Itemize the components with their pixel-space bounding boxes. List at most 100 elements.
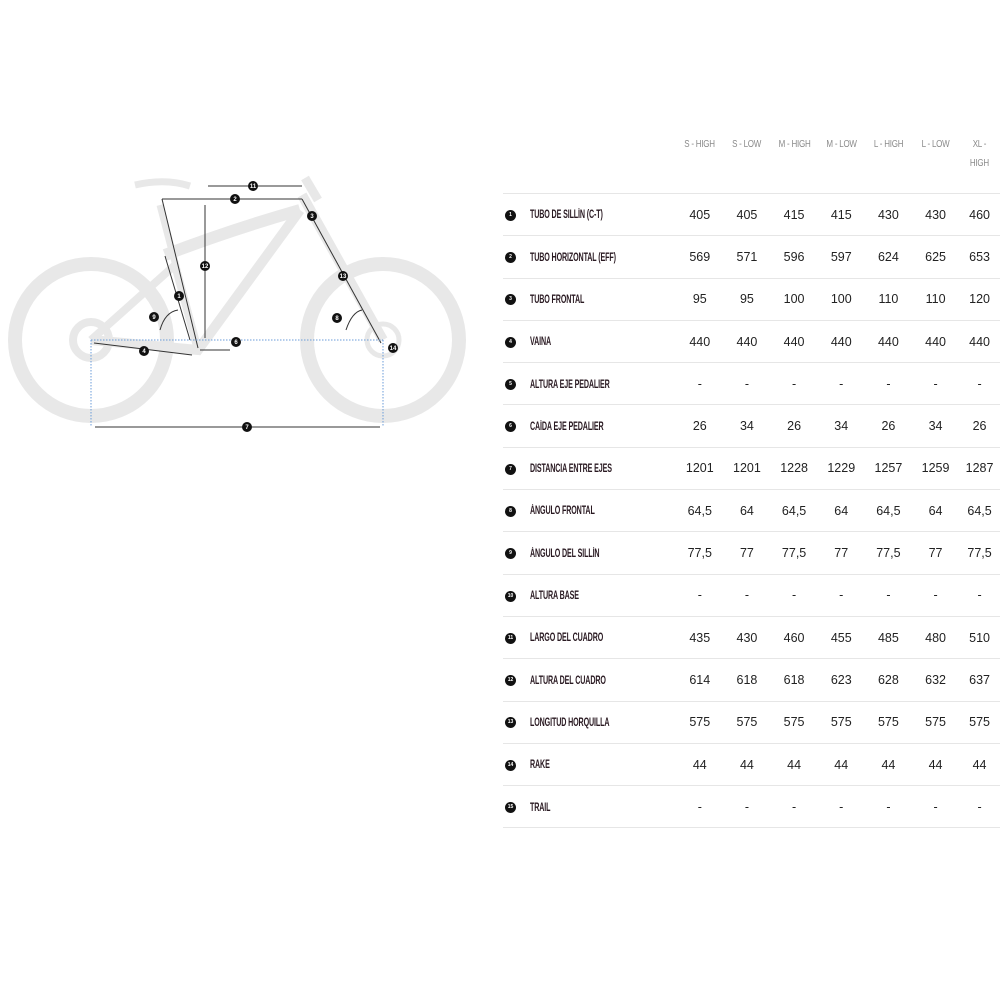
- value-cell: 77,5: [959, 531, 1000, 575]
- row-label: TUBO DE SILLÍN (C-T): [530, 209, 603, 222]
- value-cell: 120: [959, 277, 1000, 321]
- value-cell: 100: [817, 277, 865, 321]
- row-label-cell: 4 VAINA: [503, 319, 677, 363]
- value-cell: -: [723, 785, 771, 829]
- row-label-cell: 15 TRAIL: [503, 785, 677, 829]
- column-header: S - HIGH: [684, 139, 716, 150]
- value-cell: -: [723, 362, 771, 405]
- table-row: 3 TUBO FRONTAL 95 95 100 100 110 110 120: [503, 277, 1000, 321]
- value-cell: 100: [770, 277, 818, 321]
- value-cell: 1259: [911, 446, 960, 490]
- row-label-cell: 5 ALTURA EJE PEDALIER: [503, 362, 677, 405]
- row-label-cell: 9 ÁNGULO DEL SILLÍN: [503, 531, 677, 575]
- value-cell: 430: [911, 192, 960, 236]
- value-cell: 34: [911, 404, 960, 448]
- svg-text:11: 11: [250, 184, 257, 190]
- row-number-badge: 3: [505, 294, 516, 306]
- value-cell: 575: [817, 700, 865, 744]
- row-label: TRAIL: [530, 801, 551, 814]
- row-number-badge: 2: [505, 252, 516, 264]
- value-cell: 653: [959, 235, 1000, 279]
- value-cell: 480: [911, 615, 960, 659]
- badge-2: 2: [230, 194, 240, 204]
- value-cell: 435: [676, 615, 724, 659]
- value-cell: 44: [864, 742, 912, 786]
- value-cell: 415: [817, 192, 865, 236]
- value-cell: 440: [864, 319, 912, 363]
- table-row: 10 ALTURA BASE - - - - - - -: [503, 573, 1000, 617]
- table-row: 9 ÁNGULO DEL SILLÍN 77,5 77 77,5 77 77,5 77 77,5: [503, 531, 1000, 575]
- badge-6: 6: [231, 337, 241, 347]
- row-number-badge: 6: [505, 421, 516, 433]
- row-label: ÁNGULO DEL SILLÍN: [530, 547, 600, 560]
- value-cell: 440: [723, 319, 771, 363]
- table-row: 1 TUBO DE SILLÍN (C-T) 405 405 415 415 430 430 4…: [503, 192, 1000, 236]
- value-cell: -: [959, 785, 1000, 829]
- table-row: 4 VAINA 440 440 440 440 440 440 440: [503, 319, 1000, 363]
- svg-text:4: 4: [142, 349, 146, 355]
- svg-text:3: 3: [310, 214, 314, 220]
- column-header: L - LOW: [921, 139, 950, 150]
- value-cell: 485: [864, 615, 912, 659]
- value-cell: 1257: [864, 446, 912, 490]
- value-cell: 575: [959, 700, 1000, 744]
- value-cell: 510: [959, 615, 1000, 659]
- row-number-badge: 5: [505, 379, 516, 391]
- badge-7: 7: [242, 422, 252, 432]
- value-cell: 77: [911, 531, 960, 575]
- value-cell: -: [817, 362, 865, 405]
- value-cell: -: [676, 573, 724, 617]
- value-cell: 77: [723, 531, 771, 575]
- svg-text:1: 1: [177, 294, 181, 300]
- value-cell: -: [911, 785, 960, 829]
- table-row: 2 TUBO HORIZONTAL (EFF) 569 571 596 597 624 625…: [503, 235, 1000, 279]
- table-row: 8 ÁNGULO FRONTAL 64,5 64 64,5 64 64,5 64 64,5: [503, 489, 1000, 532]
- row-number-badge: 8: [505, 505, 516, 517]
- value-cell: 64: [723, 489, 771, 532]
- value-cell: 405: [723, 192, 771, 236]
- row-label-cell: 1 TUBO DE SILLÍN (C-T): [503, 192, 677, 236]
- value-cell: -: [817, 573, 865, 617]
- value-cell: 415: [770, 192, 818, 236]
- value-cell: 64: [911, 489, 960, 532]
- value-cell: 1201: [723, 446, 771, 490]
- value-cell: -: [817, 785, 865, 829]
- badge-4: 4: [139, 346, 149, 356]
- row-label-cell: 14 RAKE: [503, 742, 677, 786]
- header-label-spacer: [520, 125, 659, 194]
- value-cell: 575: [723, 700, 771, 744]
- column-header: M - LOW: [826, 139, 857, 150]
- value-cell: 95: [723, 277, 771, 321]
- table-row: 14 RAKE 44 44 44 44 44 44 44: [503, 742, 1000, 786]
- value-cell: 596: [770, 235, 818, 279]
- value-cell: 575: [770, 700, 818, 744]
- row-number-badge: 14: [505, 759, 516, 771]
- value-cell: 440: [676, 319, 724, 363]
- row-label: LONGITUD HORQUILLA: [530, 716, 610, 729]
- dimension-lines: [93, 185, 382, 428]
- row-label: RAKE: [530, 759, 550, 772]
- table-row: 11 LARGO DEL CUADRO 435 430 460 455 485 480 510: [503, 615, 1000, 659]
- value-cell: 64: [817, 489, 865, 532]
- value-cell: 64,5: [864, 489, 912, 532]
- badge-3: 3: [307, 211, 317, 221]
- value-cell: 44: [959, 742, 1000, 786]
- value-cell: 44: [723, 742, 771, 786]
- row-label-cell: 7 DISTANCIA ENTRE EJES: [503, 446, 677, 490]
- value-cell: 44: [676, 742, 724, 786]
- value-cell: -: [911, 573, 960, 617]
- row-label-cell: 2 TUBO HORIZONTAL (EFF): [503, 235, 677, 279]
- table-header-row: S - HIGH S - LOW M - HIGH M - LOW L - HIGH L …: [503, 125, 1000, 194]
- value-cell: 569: [676, 235, 724, 279]
- value-cell: 110: [864, 277, 912, 321]
- table-row: 7 DISTANCIA ENTRE EJES 1201 1201 1228 1229 125…: [503, 446, 1000, 490]
- value-cell: -: [959, 362, 1000, 405]
- svg-text:6: 6: [234, 340, 238, 346]
- value-cell: -: [864, 573, 912, 617]
- svg-text:7: 7: [245, 425, 249, 431]
- value-cell: 1229: [817, 446, 865, 490]
- row-label: LARGO DEL CUADRO: [530, 632, 604, 645]
- value-cell: 34: [817, 404, 865, 448]
- svg-text:12: 12: [202, 264, 209, 270]
- value-cell: 64,5: [959, 489, 1000, 532]
